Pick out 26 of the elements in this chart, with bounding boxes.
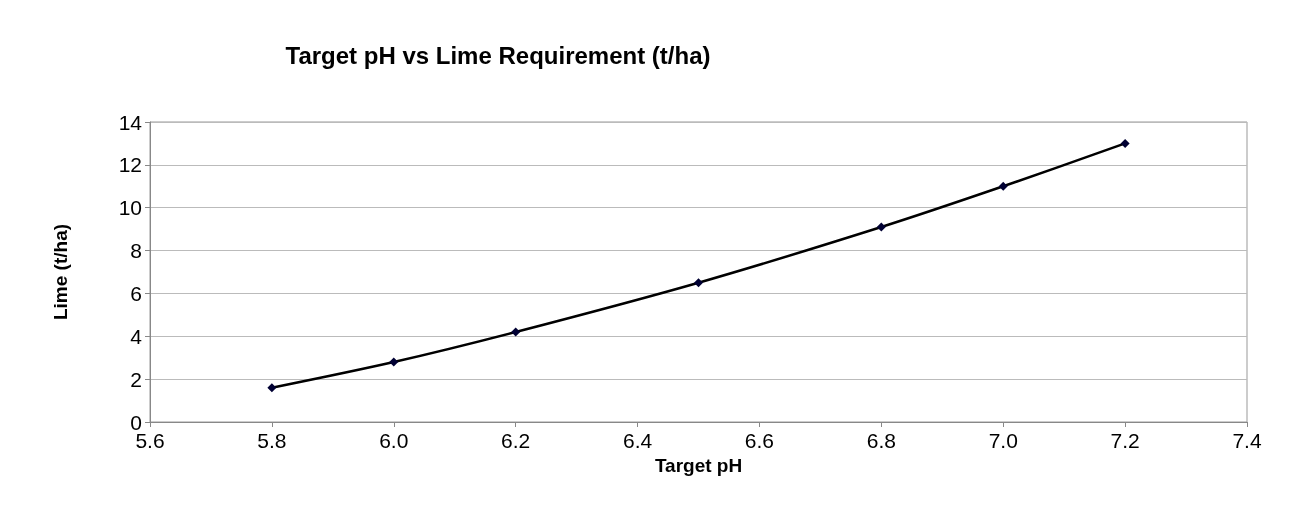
y-tick-label: 8 [130, 239, 142, 263]
x-tick-label: 5.8 [257, 429, 287, 452]
x-tick-label: 6.8 [866, 429, 896, 452]
point [389, 357, 399, 367]
x-tick-label: 7.4 [1232, 429, 1262, 452]
x-tick-label: 6.2 [501, 429, 531, 452]
point [511, 327, 521, 337]
point [876, 222, 886, 232]
y-tick-label: 4 [130, 324, 143, 348]
point [998, 181, 1008, 191]
point [267, 383, 277, 393]
y-tick-label: 12 [118, 153, 142, 177]
x-tick-label: 7.2 [1110, 429, 1140, 452]
point [1120, 138, 1130, 148]
x-axis-title: Target pH [654, 454, 743, 476]
y-tick-label: 2 [130, 367, 142, 391]
x-tick-label: 6.0 [379, 429, 409, 452]
y-tick-label: 14 [118, 110, 143, 134]
x-tick-label: 6.4 [622, 429, 653, 452]
chart-title: Target pH vs Lime Requirement (t/ha) [285, 41, 711, 69]
y-tick-label: 6 [130, 281, 142, 305]
point [694, 278, 703, 288]
x-tick-label: 6.6 [744, 429, 775, 452]
x-tick-label: 7.0 [988, 429, 1018, 452]
y-axis-title: Lime (t/ha) [50, 223, 71, 321]
y-tick-label: 10 [118, 196, 142, 220]
